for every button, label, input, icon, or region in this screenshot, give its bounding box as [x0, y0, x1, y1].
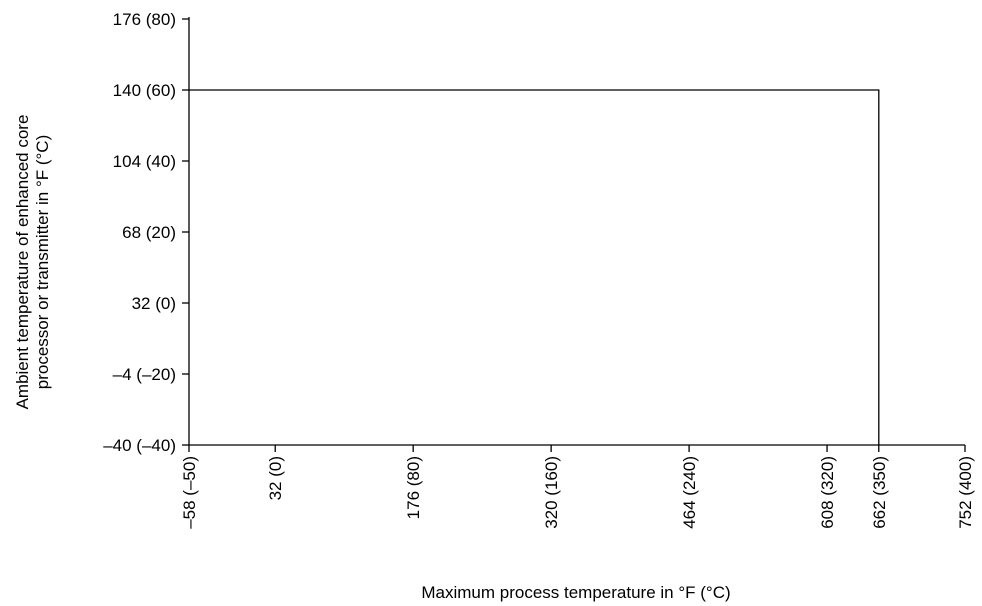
y-axis-title: Ambient temperature of enhanced core pro… [13, 115, 52, 410]
x-ticks: –58 (–50) 32 (0) 176 (80) 320 (160) 464 (240… [180, 445, 975, 529]
y-tick-label: –40 (–40) [103, 436, 176, 455]
axes [188, 17, 965, 446]
x-tick-label: 176 (80) [404, 456, 423, 519]
x-tick-label: 752 (400) [956, 456, 975, 529]
y-axis-title-line-2: processor or transmitter in °F (°C) [33, 135, 52, 389]
y-tick-label: 68 (20) [122, 223, 176, 242]
x-tick-label: 608 (320) [818, 456, 837, 529]
y-ticks: –40 (–40) –4 (–20) 32 (0) 68 (20) 104 (40) 14… [103, 10, 189, 455]
x-tick-label: 320 (160) [542, 456, 561, 529]
series-line [189, 89, 880, 445]
x-tick-label: –58 (–50) [180, 456, 199, 529]
y-tick-label: –4 (–20) [113, 365, 176, 384]
x-tick-label: 464 (240) [680, 456, 699, 529]
x-tick-label: 662 (350) [870, 456, 889, 529]
y-tick-label: 104 (40) [113, 152, 176, 171]
y-tick-label: 32 (0) [132, 294, 176, 313]
y-tick-label: 140 (60) [113, 81, 176, 100]
x-axis-title: Maximum process temperature in °F (°C) [421, 583, 730, 602]
y-axis-title-line-1: Ambient temperature of enhanced core [13, 115, 32, 410]
x-tick-label: 32 (0) [266, 456, 285, 500]
y-tick-label: 176 (80) [113, 10, 176, 29]
series-layer [189, 89, 880, 445]
